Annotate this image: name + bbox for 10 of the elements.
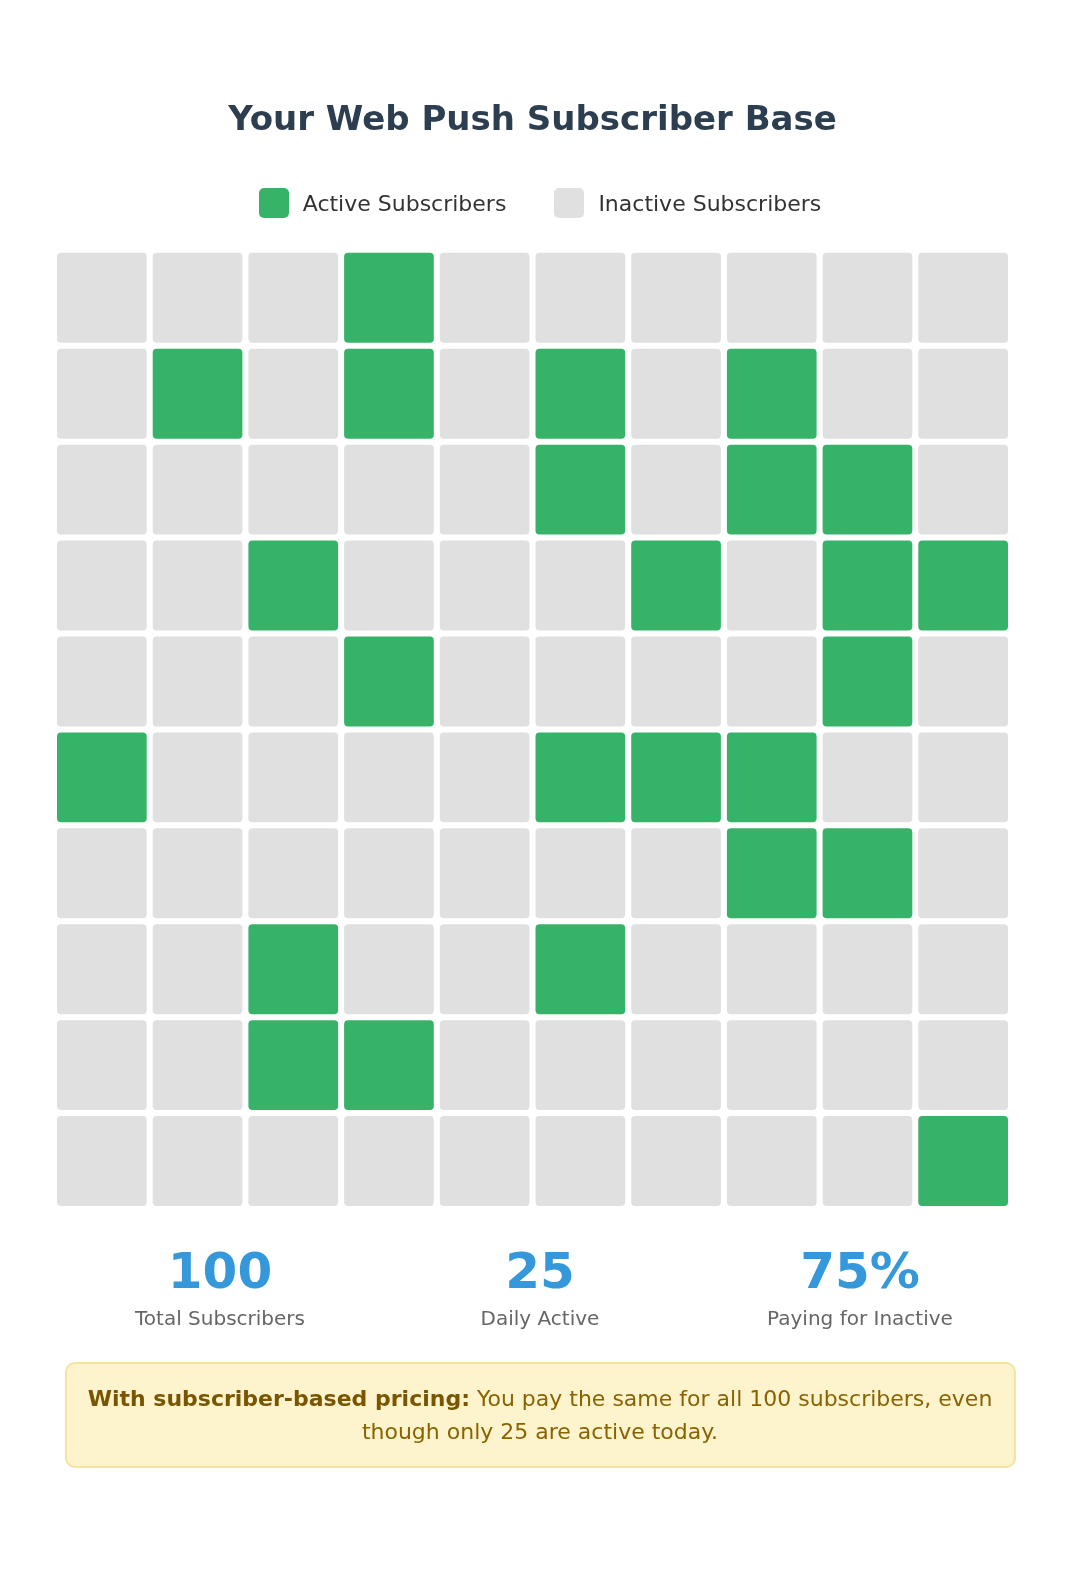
text: 100 [166, 1242, 274, 1300]
text: Daily Active [479, 1306, 601, 1330]
data-label: 25 [504, 1242, 576, 1300]
text: With subscriber-based pricing: [87, 1386, 470, 1411]
text: Total Subscribers [134, 1306, 306, 1330]
text: Paying for Inactive [766, 1306, 954, 1330]
category-label: Inactive Subscribers [598, 190, 822, 216]
category-label: Active Subscribers [302, 190, 507, 216]
text: Your Web Push Subscriber Base [227, 98, 837, 139]
data-label: 75% [799, 1242, 921, 1300]
